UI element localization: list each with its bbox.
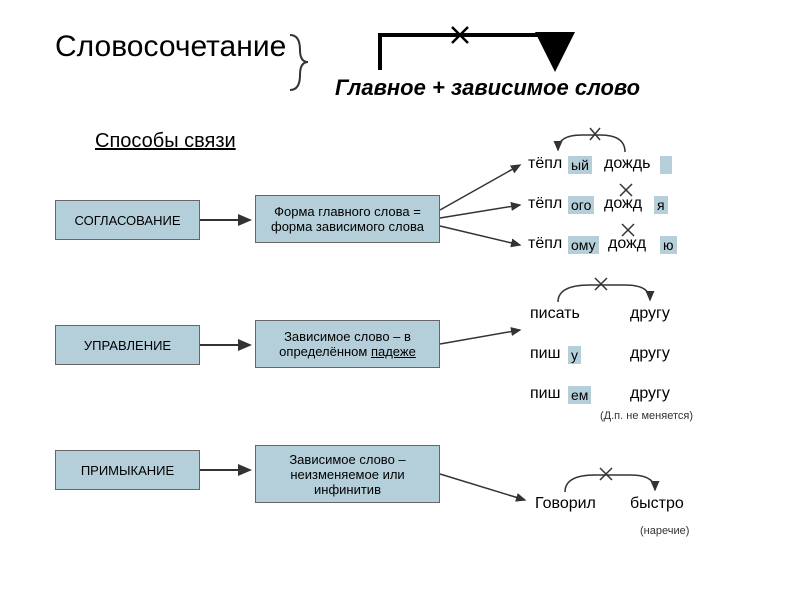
title: Словосочетание: [55, 30, 286, 64]
method-agreement: СОГЛАСОВАНИЕ: [55, 200, 200, 240]
desc-control: Зависимое слово – в определённом падеже: [255, 320, 440, 368]
ctrl1-w1: писать: [530, 305, 580, 323]
ctrl-note: (Д.п. не меняется): [600, 410, 693, 422]
ag3-suf2: ю: [660, 236, 677, 254]
ctrl1-w2: другу: [630, 305, 670, 323]
ag3-suf1: ому: [568, 236, 599, 254]
ctrl2-stem: пиш: [530, 345, 560, 363]
ag3-stem1: тёпл: [528, 235, 562, 253]
adj-note: (наречие): [640, 525, 689, 537]
ctrl3-w2: другу: [630, 385, 670, 403]
ctrl2-w2: другу: [630, 345, 670, 363]
ag1-suf1: ый: [568, 156, 592, 174]
method-control: УПРАВЛЕНИЕ: [55, 325, 200, 365]
method-adj: ПРИМЫКАНИЕ: [55, 450, 200, 490]
ag1-stem1: тёпл: [528, 155, 562, 173]
ag1-suf2-empty: [660, 156, 672, 174]
ctrl3-suf: ем: [568, 386, 591, 404]
ctrl3-stem: пиш: [530, 385, 560, 403]
ag2-suf1: ого: [568, 196, 594, 214]
ag2-stem2: дожд: [604, 195, 642, 213]
ag2-suf2: я: [654, 196, 668, 214]
section-title: Способы связи: [95, 130, 236, 153]
ag3-stem2: дожд: [608, 235, 646, 253]
ctrl2-suf: у: [568, 346, 581, 364]
desc-agreement: Форма главного слова = форма зависимого …: [255, 195, 440, 243]
ag2-stem1: тёпл: [528, 195, 562, 213]
adj-w1: Говорил: [535, 495, 596, 513]
desc-adj: Зависимое слово – неизменяемое или инфин…: [255, 445, 440, 503]
adj-w2: быстро: [630, 495, 684, 513]
ag1-stem2: дождь: [604, 155, 650, 173]
subtitle: Главное + зависимое слово: [335, 75, 640, 101]
